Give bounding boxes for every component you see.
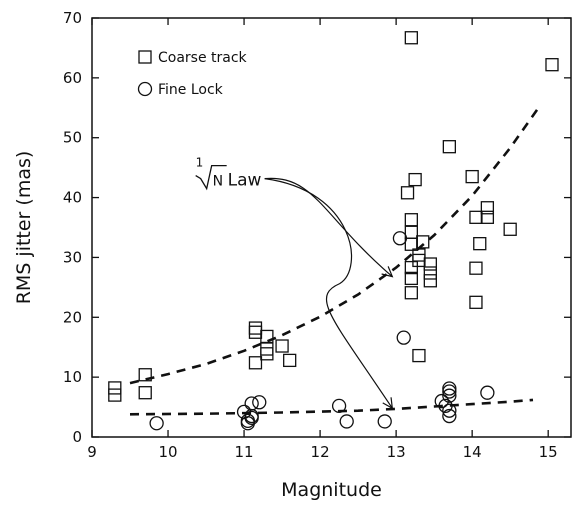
y-tick-label: 50: [63, 129, 82, 147]
coarse-track-point: [473, 237, 487, 251]
x-axis-label: Magnitude: [281, 479, 382, 501]
coarse-track-point: [412, 348, 426, 363]
coarse-track-point: [260, 347, 274, 361]
legend: Coarse track Fine Lock: [137, 50, 248, 98]
coarse-track-point: [275, 339, 289, 353]
x-tick-label: 12: [311, 443, 330, 461]
y-axis-label: RMS jitter (mas): [13, 151, 35, 305]
legend-circle-marker: [137, 81, 153, 97]
fine-lock-point: [438, 398, 453, 414]
fine-lock-point: [252, 395, 267, 410]
fine-lock-point: [377, 414, 392, 429]
coarse-track-point: [545, 58, 559, 72]
coarse-track-point: [138, 368, 152, 382]
fine-lock-point: [149, 416, 164, 431]
coarse-track-point: [404, 286, 418, 300]
x-tick-label: 10: [158, 443, 177, 461]
fine-lock-point: [240, 416, 256, 431]
coarse-track-point: [108, 381, 122, 395]
coarse-track-point: [469, 261, 483, 275]
y-tick-label: 60: [63, 69, 82, 87]
coarse-track-point: [416, 235, 430, 249]
radical-sign: [195, 164, 227, 191]
x-tick-label: 14: [463, 443, 482, 461]
y-tick-label: 30: [63, 248, 82, 266]
legend-square-marker: [138, 50, 152, 64]
fine-lock-point: [434, 393, 449, 409]
y-tick-label: 70: [63, 9, 82, 27]
coarse-track-point: [404, 225, 418, 239]
coarse-track-point: [248, 356, 263, 370]
x-tick-label: 15: [539, 443, 558, 461]
coarse-track-point: [260, 342, 274, 356]
arrowhead-upper: [381, 266, 394, 278]
fine-lock-point: [442, 381, 457, 396]
y-tick-label: 0: [72, 428, 82, 446]
coarse-track-point: [248, 321, 263, 335]
y-axis-ticks: 0 10 20 30 40 50 60 70: [63, 9, 571, 446]
fine-lock-point: [480, 385, 495, 400]
coarse-track-point: [469, 210, 483, 224]
radicand-text: N: [213, 174, 223, 190]
annotation-arrow-lower: [264, 178, 393, 409]
law-text: Law: [228, 171, 262, 191]
legend-label: Fine Lock: [158, 82, 224, 98]
y-tick-label: 10: [63, 368, 82, 386]
coarse-track-point: [108, 388, 122, 402]
data-points: [108, 31, 559, 431]
x-tick-label: 9: [87, 443, 97, 461]
coarse-track-point: [465, 169, 479, 184]
coarse-track-point: [408, 172, 422, 187]
radical-index: 1: [196, 156, 204, 170]
law-annotation: 1N Law: [195, 156, 394, 410]
fit-curve: [129, 104, 542, 385]
x-axis-ticks: 9 10 11 12 13 14 15: [87, 18, 558, 461]
arrowhead-lower: [382, 397, 394, 410]
fit-curves: [129, 104, 542, 416]
coarse-track-point: [404, 31, 418, 45]
annotation-arrow-upper: [264, 177, 393, 278]
plot-frame: [91, 17, 572, 438]
x-tick-label: 11: [235, 443, 254, 461]
coarse-track-point: [404, 260, 418, 275]
coarse-track-point: [423, 266, 437, 280]
coarse-track-point: [442, 140, 456, 154]
coarse-track-point: [480, 210, 495, 224]
coarse-track-point: [423, 257, 437, 271]
legend-label: Coarse track: [158, 50, 248, 66]
coarse-track-point: [404, 271, 418, 286]
coarse-track-point: [248, 325, 263, 339]
fine-lock-point: [442, 403, 457, 418]
fine-lock-point: [339, 414, 354, 429]
coarse-track-point: [400, 186, 415, 200]
coarse-track-point: [469, 295, 483, 309]
fine-lock-point: [442, 408, 457, 424]
coarse-track-point: [404, 213, 418, 227]
fine-lock-point: [331, 398, 347, 414]
fine-lock-point: [442, 384, 457, 399]
coarse-track-point: [423, 274, 437, 288]
fine-lock-point: [244, 408, 259, 424]
y-tick-label: 20: [63, 308, 82, 326]
coarse-track-point: [283, 353, 297, 368]
y-tick-label: 40: [63, 189, 82, 207]
coarse-track-point: [480, 201, 495, 215]
coarse-track-point: [138, 386, 152, 400]
fine-lock-point: [442, 388, 457, 403]
fine-lock-point: [392, 231, 408, 246]
fit-curve: [129, 398, 534, 416]
x-tick-label: 13: [387, 443, 406, 461]
fine-lock-point: [396, 330, 411, 345]
coarse-track-point: [503, 222, 517, 236]
